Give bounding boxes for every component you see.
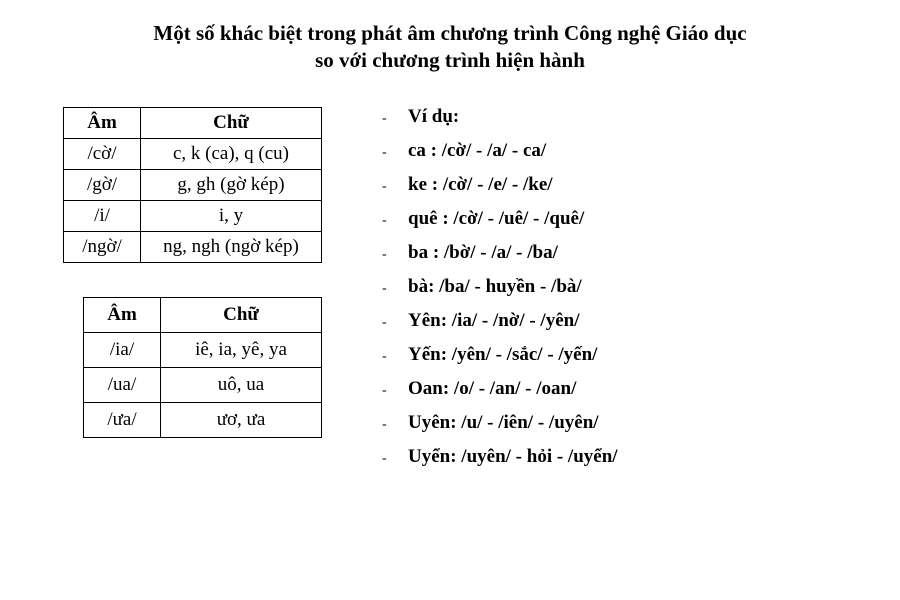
cell-chu: ươ, ưa xyxy=(161,402,322,437)
examples-heading: - Ví dụ: xyxy=(382,107,845,126)
dash-icon: - xyxy=(382,146,408,160)
example-text: Yên: /ia/ - /nờ/ - /yên/ xyxy=(408,311,580,330)
dash-icon: - xyxy=(382,316,408,330)
example-item: -Yến: /yên/ - /sắc/ - /yến/ xyxy=(382,345,845,364)
cell-am: /ua/ xyxy=(84,367,161,402)
example-item: -bà: /ba/ - huyền - /bà/ xyxy=(382,277,845,296)
table-vowels: Âm Chữ /ia/ iê, ia, yê, ya /ua/ uô, ua /… xyxy=(83,297,322,438)
content-columns: Âm Chữ /cờ/ c, k (ca), q (cu) /gờ/ g, gh… xyxy=(55,107,845,481)
example-item: -Yên: /ia/ - /nờ/ - /yên/ xyxy=(382,311,845,330)
cell-am: /gờ/ xyxy=(64,169,141,200)
table-row: /gờ/ g, gh (gờ kép) xyxy=(64,169,322,200)
dash-icon: - xyxy=(382,418,408,432)
example-item: -ca : /cờ/ - /a/ - ca/ xyxy=(382,141,845,160)
cell-am: /ngờ/ xyxy=(64,231,141,262)
cell-chu: i, y xyxy=(141,200,322,231)
tables-column: Âm Chữ /cờ/ c, k (ca), q (cu) /gờ/ g, gh… xyxy=(55,107,322,481)
example-item: -Oan: /o/ - /an/ - /oan/ xyxy=(382,379,845,398)
table-row: /cờ/ c, k (ca), q (cu) xyxy=(64,138,322,169)
dash-icon: - xyxy=(382,350,408,364)
example-text: Uyển: /uyên/ - hỏi - /uyển/ xyxy=(408,447,618,466)
example-item: -Uyển: /uyên/ - hỏi - /uyển/ xyxy=(382,447,845,466)
cell-am: /i/ xyxy=(64,200,141,231)
table-row: /i/ i, y xyxy=(64,200,322,231)
example-text: ca : /cờ/ - /a/ - ca/ xyxy=(408,141,546,160)
cell-chu: c, k (ca), q (cu) xyxy=(141,138,322,169)
examples-column: - Ví dụ: -ca : /cờ/ - /a/ - ca/ -ke : /c… xyxy=(382,107,845,481)
cell-chu: uô, ua xyxy=(161,367,322,402)
header-chu: Chữ xyxy=(161,297,322,332)
example-item: -ba : /bờ/ - /a/ - /ba/ xyxy=(382,243,845,262)
table-consonants: Âm Chữ /cờ/ c, k (ca), q (cu) /gờ/ g, gh… xyxy=(63,107,322,263)
dash-icon: - xyxy=(382,452,408,466)
table-header-row: Âm Chữ xyxy=(84,297,322,332)
table-row: /ia/ iê, ia, yê, ya xyxy=(84,332,322,367)
dash-icon: - xyxy=(382,384,408,398)
cell-am: /cờ/ xyxy=(64,138,141,169)
examples-list: - Ví dụ: -ca : /cờ/ - /a/ - ca/ -ke : /c… xyxy=(382,107,845,466)
examples-heading-text: Ví dụ: xyxy=(408,107,459,126)
table-row: /ưa/ ươ, ưa xyxy=(84,402,322,437)
title-line-1: Một số khác biệt trong phát âm chương tr… xyxy=(153,21,746,45)
example-item: -Uyên: /u/ - /iên/ - /uyên/ xyxy=(382,413,845,432)
dash-icon: - xyxy=(382,180,408,194)
header-am: Âm xyxy=(84,297,161,332)
dash-icon: - xyxy=(382,214,408,228)
example-text: quê : /cờ/ - /uê/ - /quê/ xyxy=(408,209,584,228)
dash-icon: - xyxy=(382,248,408,262)
example-text: bà: /ba/ - huyền - /bà/ xyxy=(408,277,582,296)
example-item: -quê : /cờ/ - /uê/ - /quê/ xyxy=(382,209,845,228)
cell-chu: ng, ngh (ngờ kép) xyxy=(141,231,322,262)
example-text: Yến: /yên/ - /sắc/ - /yến/ xyxy=(408,345,597,364)
cell-chu: g, gh (gờ kép) xyxy=(141,169,322,200)
example-text: ke : /cờ/ - /e/ - /ke/ xyxy=(408,175,553,194)
cell-am: /ia/ xyxy=(84,332,161,367)
title-line-2: so với chương trình hiện hành xyxy=(315,48,585,72)
example-text: Oan: /o/ - /an/ - /oan/ xyxy=(408,379,576,398)
example-text: ba : /bờ/ - /a/ - /ba/ xyxy=(408,243,558,262)
table-header-row: Âm Chữ xyxy=(64,107,322,138)
cell-am: /ưa/ xyxy=(84,402,161,437)
table-row: /ua/ uô, ua xyxy=(84,367,322,402)
cell-chu: iê, ia, yê, ya xyxy=(161,332,322,367)
example-text: Uyên: /u/ - /iên/ - /uyên/ xyxy=(408,413,599,432)
table-row: /ngờ/ ng, ngh (ngờ kép) xyxy=(64,231,322,262)
header-am: Âm xyxy=(64,107,141,138)
header-chu: Chữ xyxy=(141,107,322,138)
dash-icon: - xyxy=(382,282,408,296)
page-title: Một số khác biệt trong phát âm chương tr… xyxy=(55,20,845,75)
example-item: -ke : /cờ/ - /e/ - /ke/ xyxy=(382,175,845,194)
dash-icon: - xyxy=(382,112,408,126)
